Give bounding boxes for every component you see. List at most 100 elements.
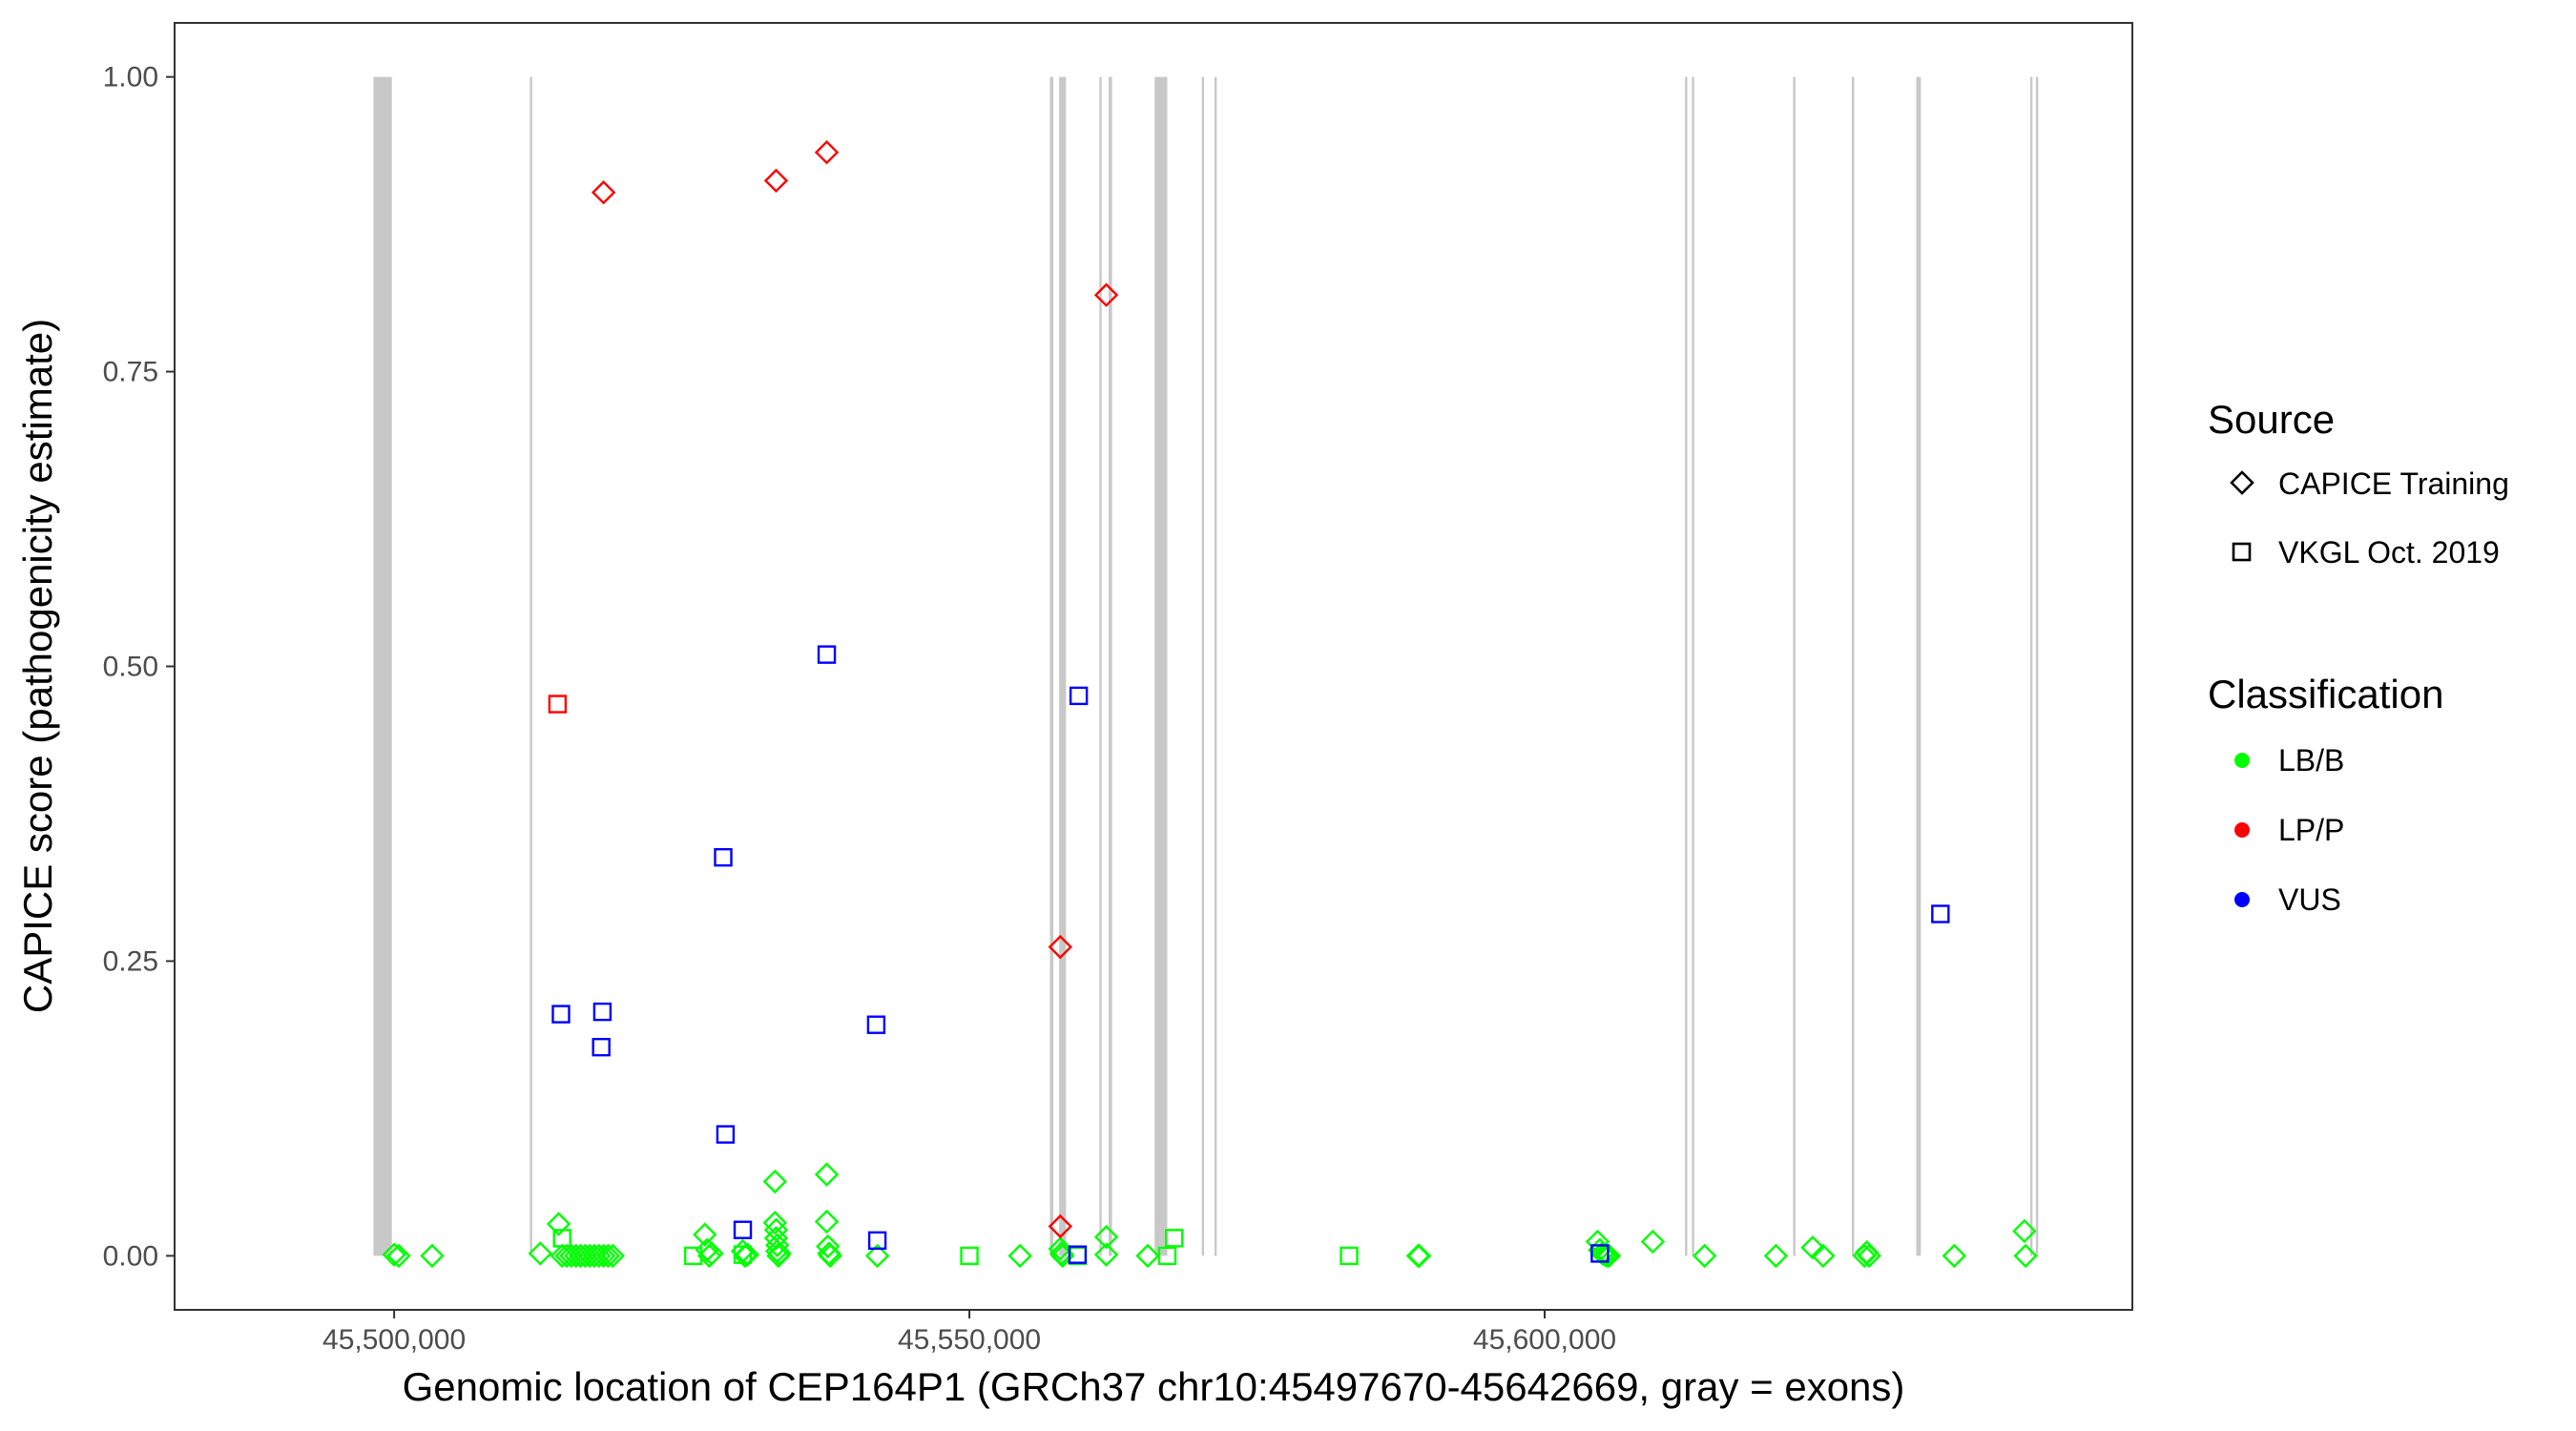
exon-band [373, 76, 392, 1256]
data-point-diamond [735, 1242, 760, 1267]
data-point-diamond [1093, 282, 1119, 307]
data-point-diamond [699, 1241, 724, 1266]
data-point-diamond [1048, 1213, 1073, 1239]
data-point-square [1931, 904, 1950, 923]
x-tick-label: 45,600,000 [1473, 1324, 1616, 1356]
y-axis-title: CAPICE score (pathogenicity estimate) [15, 319, 60, 1013]
data-point-square [552, 1229, 571, 1248]
data-point-diamond [595, 1243, 621, 1269]
data-point-diamond [546, 1212, 571, 1236]
data-point-square [1340, 1246, 1359, 1266]
data-point-diamond [1763, 1243, 1789, 1269]
data-point-square [733, 1220, 753, 1239]
legend-label-lbb: LB/B [2278, 743, 2344, 778]
legend-key-square-icon [2232, 542, 2252, 562]
panel-border [174, 22, 2133, 1311]
data-point-diamond [600, 1243, 625, 1269]
data-point-square [592, 1037, 611, 1057]
data-point-diamond [1008, 1243, 1032, 1269]
data-point-square [866, 1015, 886, 1034]
data-point-diamond [1093, 1242, 1119, 1267]
point-layer [382, 140, 2038, 1269]
exon-band [1214, 76, 1217, 1256]
exon-band [1059, 76, 1067, 1256]
legend-title-classification: Classification [2208, 672, 2443, 716]
data-point-diamond [591, 180, 616, 205]
exon-band [530, 76, 532, 1256]
data-point-diamond [814, 140, 840, 165]
data-point-square [1590, 1244, 1610, 1263]
data-point-diamond [762, 1211, 787, 1235]
data-point-diamond [420, 1243, 445, 1269]
data-point-diamond [1800, 1235, 1825, 1260]
data-point-diamond [693, 1222, 717, 1247]
data-point-diamond [1405, 1243, 1431, 1269]
data-point-diamond [762, 1169, 787, 1194]
data-point-square [1069, 686, 1089, 706]
exon-band [1154, 76, 1168, 1256]
exon-band [2029, 76, 2033, 1256]
data-point-diamond [386, 1243, 411, 1269]
legend-label-vus: VUS [2278, 882, 2341, 917]
data-point-diamond [1596, 1243, 1622, 1269]
data-point-diamond [767, 1241, 792, 1266]
data-point-diamond [1406, 1243, 1432, 1269]
data-point-square [716, 1125, 736, 1144]
legend-label-vkgl: VKGL Oct. 2019 [2278, 535, 2500, 570]
data-point-diamond [814, 1162, 840, 1187]
data-point-square [1157, 1246, 1177, 1266]
y-tick-label: 0.00 [103, 1240, 158, 1272]
axis-layer: 0.00 0.25 0.50 0.75 1.00 45,500,000 45,550,000… [103, 62, 1616, 1356]
y-tick-label: 0.25 [103, 945, 158, 977]
data-point-diamond [528, 1241, 552, 1266]
exon-band [1793, 76, 1796, 1256]
y-tick-label: 0.50 [103, 652, 158, 683]
data-point-square [867, 1231, 887, 1251]
data-point-diamond [2013, 1243, 2038, 1269]
exon-band [1916, 76, 1922, 1256]
data-point-square [714, 847, 733, 867]
exon-band [1108, 76, 1112, 1256]
data-point-diamond [864, 1243, 890, 1269]
data-point-diamond [382, 1242, 406, 1267]
data-point-diamond [1692, 1243, 1717, 1269]
legend-label-capice-training: CAPICE Training [2278, 467, 2509, 501]
exon-band [1692, 76, 1694, 1256]
x-axis-title: Genomic location of CEP164P1 (GRCh37 chr… [403, 1364, 1905, 1409]
data-point-diamond [1048, 934, 1073, 960]
data-point-diamond [1942, 1243, 1966, 1269]
exon-band [1851, 76, 1855, 1256]
data-point-diamond [1811, 1243, 1836, 1269]
data-point-diamond [1093, 1224, 1119, 1250]
data-point-diamond [1048, 1236, 1073, 1261]
legend-key-lbb-dot [2234, 753, 2250, 768]
data-point-diamond [1857, 1243, 1881, 1269]
data-point-square [551, 1005, 571, 1024]
data-point-diamond [1854, 1239, 1880, 1265]
data-point-square [960, 1246, 979, 1266]
x-tick-label: 45,500,000 [322, 1324, 466, 1356]
exon-band [1201, 76, 1205, 1256]
data-point-diamond [818, 1243, 842, 1269]
legend-title-source: Source [2208, 397, 2335, 442]
data-point-square [683, 1246, 703, 1266]
data-point-square [733, 1245, 753, 1264]
x-tick-label: 45,550,000 [898, 1324, 1041, 1356]
data-point-square [1165, 1229, 1184, 1248]
y-tick-label: 1.00 [103, 62, 158, 93]
data-point-square [592, 1002, 613, 1022]
data-point-diamond [814, 1209, 840, 1234]
y-tick-label: 0.75 [103, 357, 158, 388]
data-point-diamond [764, 1233, 790, 1257]
data-point-diamond [591, 1243, 616, 1269]
legend-label-lpp: LP/P [2278, 813, 2344, 847]
exon-band [1099, 76, 1102, 1256]
data-point-square [817, 645, 837, 664]
exon-band [1049, 76, 1054, 1256]
data-point-diamond [2012, 1218, 2037, 1244]
legend-key-diamond-icon [2230, 470, 2254, 495]
legend-key-lpp-dot [2234, 822, 2250, 838]
data-point-diamond [816, 1234, 841, 1259]
data-point-diamond [1640, 1229, 1666, 1255]
